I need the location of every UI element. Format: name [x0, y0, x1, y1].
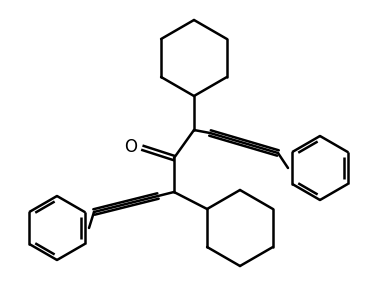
- Text: O: O: [125, 138, 137, 156]
